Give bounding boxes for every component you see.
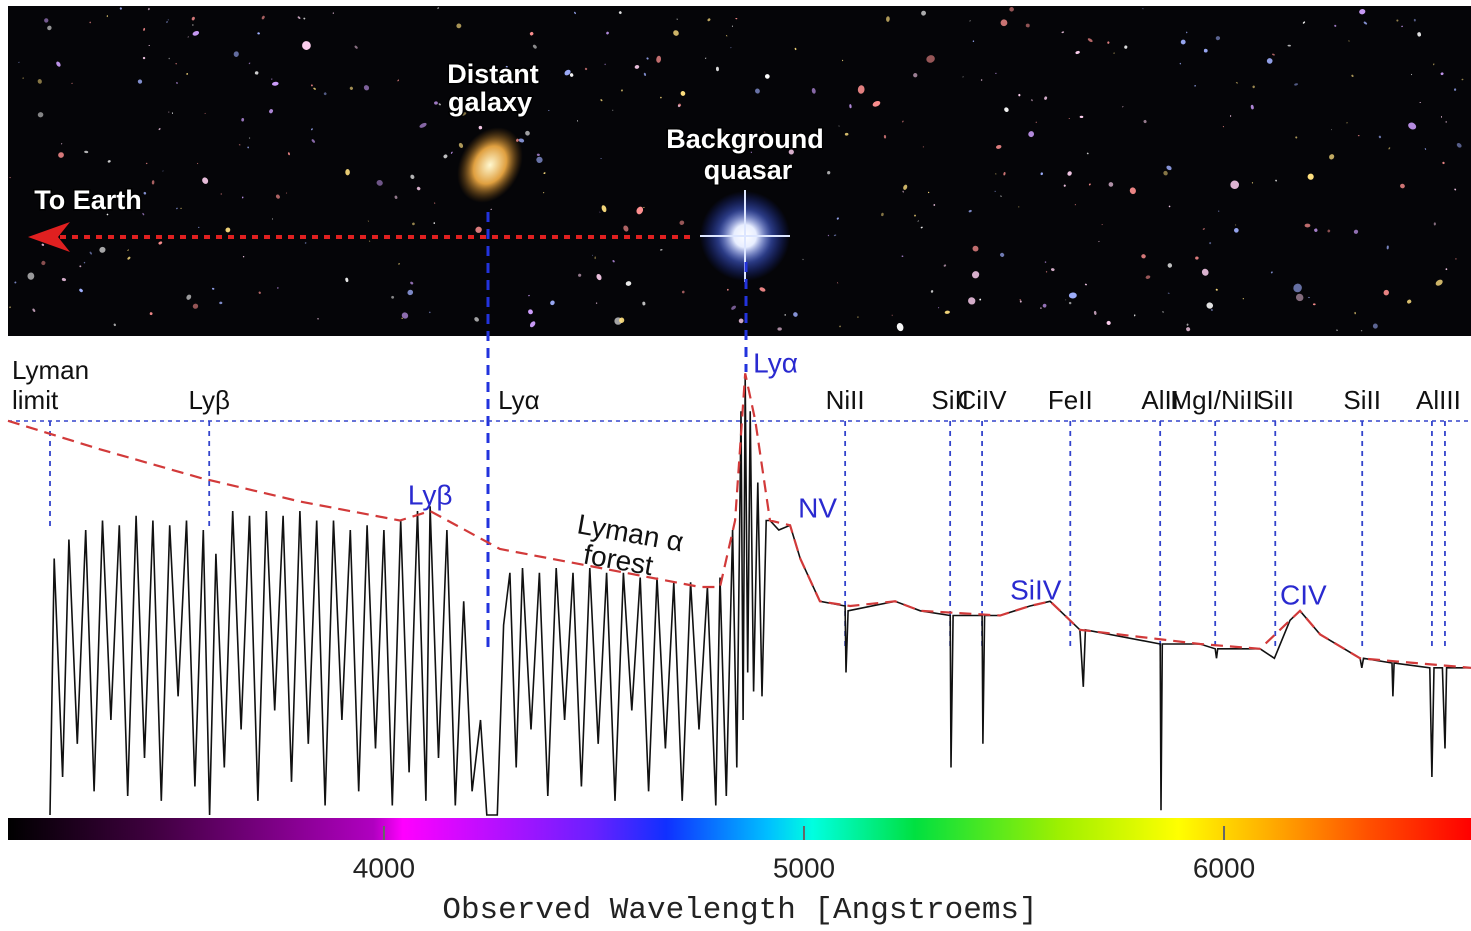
quasar-label: Background xyxy=(666,124,824,154)
star xyxy=(149,45,150,46)
x-tick-label: 4000 xyxy=(353,852,415,883)
spectrum-line xyxy=(50,378,1471,815)
absorber-label: Lyman xyxy=(12,355,89,385)
earth-label: To Earth xyxy=(34,185,142,215)
star xyxy=(1446,121,1447,122)
absorber-label: Lyα xyxy=(498,385,540,415)
absorber-label: NiII xyxy=(826,385,865,415)
galaxy-label: galaxy xyxy=(448,87,532,117)
absorber-label: FeII xyxy=(1048,385,1093,415)
star xyxy=(1396,19,1398,21)
emission-label: SiIV xyxy=(1010,574,1062,605)
absorber-label: SiII xyxy=(1256,385,1294,415)
x-axis-label: Observed Wavelength [Angstroems] xyxy=(442,893,1037,928)
star xyxy=(1305,224,1311,228)
absorber-label: Lyβ xyxy=(188,385,229,415)
absorber-label: limit xyxy=(12,385,59,415)
emission-label: NV xyxy=(798,492,837,523)
emission-label: Lyα xyxy=(753,347,798,378)
emission-label: Lyβ xyxy=(408,479,453,510)
galaxy-label: Distant xyxy=(447,59,539,89)
quasar-label: quasar xyxy=(704,155,793,185)
x-tick-label: 6000 xyxy=(1193,852,1255,883)
absorber-label: SiII xyxy=(1343,385,1381,415)
absorber-label: MgI/NiII xyxy=(1170,385,1260,415)
figure: To Earth Distant galaxy Background quasa… xyxy=(0,0,1471,931)
x-tick-label: 5000 xyxy=(773,852,835,883)
color-bar xyxy=(8,818,1471,840)
emission-label: CIV xyxy=(1280,579,1327,610)
absorber-label: CiIV xyxy=(958,385,1008,415)
absorber-label: AlIII xyxy=(1416,385,1461,415)
